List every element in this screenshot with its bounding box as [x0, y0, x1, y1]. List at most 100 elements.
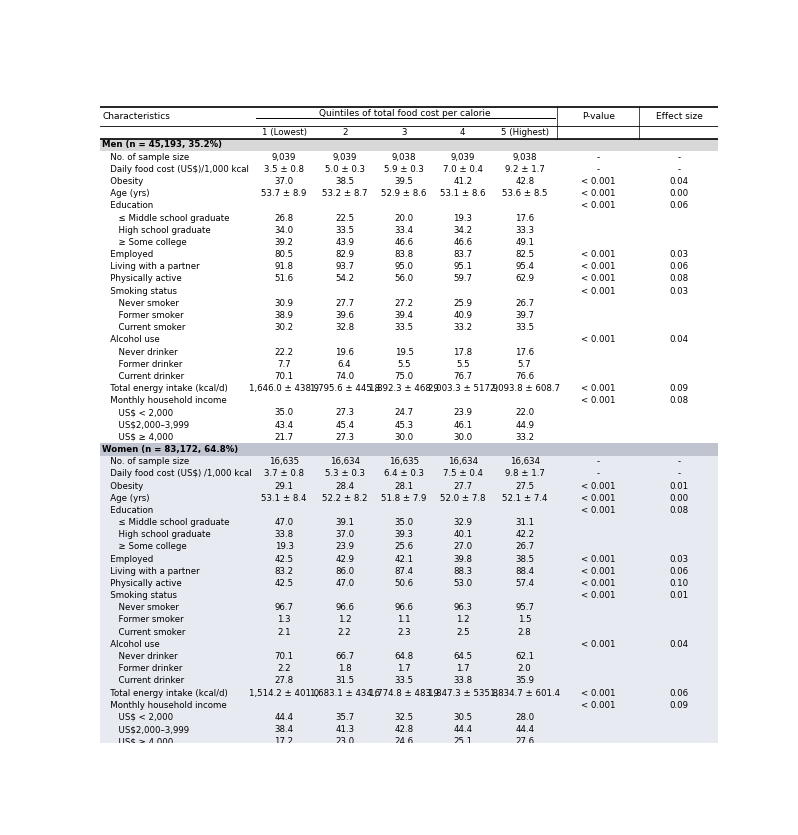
Text: 32.9: 32.9	[453, 518, 472, 527]
Text: 1,892.3 ± 468.9: 1,892.3 ± 468.9	[369, 384, 439, 393]
Text: 42.2: 42.2	[515, 530, 534, 539]
Bar	[100, 164, 718, 175]
Text: 5.9 ± 0.3: 5.9 ± 0.3	[384, 164, 424, 174]
Bar	[100, 590, 718, 602]
Text: 76.7: 76.7	[453, 372, 472, 381]
Text: 37.0: 37.0	[275, 177, 294, 186]
Text: 1.7: 1.7	[397, 664, 411, 673]
Text: No. of sample size: No. of sample size	[102, 153, 189, 162]
Text: -: -	[678, 164, 681, 174]
Text: 38.5: 38.5	[335, 177, 354, 186]
Text: 51.6: 51.6	[275, 275, 294, 283]
Text: 30.5: 30.5	[453, 713, 472, 722]
Text: 95.7: 95.7	[516, 604, 534, 612]
Text: Age (yrs): Age (yrs)	[102, 190, 150, 198]
Text: 38.4: 38.4	[275, 725, 294, 734]
Text: 34.2: 34.2	[453, 225, 472, 235]
Text: 30.0: 30.0	[453, 433, 472, 442]
Text: 46.6: 46.6	[394, 238, 413, 247]
Text: 5 (Highest): 5 (Highest)	[500, 128, 549, 137]
Text: 0.08: 0.08	[670, 506, 689, 515]
Text: -: -	[678, 457, 681, 466]
Text: 0.10: 0.10	[670, 579, 689, 588]
Text: 0.06: 0.06	[670, 262, 689, 271]
Text: 83.7: 83.7	[453, 250, 472, 259]
Text: Former smoker: Former smoker	[102, 311, 184, 320]
Text: 33.4: 33.4	[394, 225, 413, 235]
Text: 6.4: 6.4	[338, 360, 351, 369]
Text: 33.8: 33.8	[453, 676, 472, 686]
Bar	[100, 675, 718, 687]
Text: Physically active: Physically active	[102, 275, 182, 283]
Text: 27.3: 27.3	[335, 408, 354, 418]
Bar	[100, 577, 718, 590]
Text: 16,634: 16,634	[448, 457, 478, 466]
Text: 70.1: 70.1	[275, 652, 294, 661]
Text: Age (yrs): Age (yrs)	[102, 493, 150, 503]
Text: 35.7: 35.7	[335, 713, 354, 722]
Text: 39.6: 39.6	[335, 311, 354, 320]
Text: 0.04: 0.04	[670, 177, 689, 186]
Text: Women (n = 83,172, 64.8%): Women (n = 83,172, 64.8%)	[102, 445, 239, 454]
Text: 2.2: 2.2	[338, 628, 351, 636]
Text: -: -	[597, 153, 600, 162]
Text: 0.09: 0.09	[670, 701, 689, 710]
Text: < 0.001: < 0.001	[581, 250, 615, 259]
Bar	[100, 175, 718, 188]
Text: 1,834.7 ± 601.4: 1,834.7 ± 601.4	[489, 689, 559, 697]
Bar	[100, 711, 718, 723]
Text: Never smoker: Never smoker	[102, 604, 179, 612]
Text: 35.0: 35.0	[394, 518, 413, 527]
Text: 0.08: 0.08	[670, 397, 689, 405]
Text: 82.5: 82.5	[515, 250, 534, 259]
Text: 9,039: 9,039	[451, 153, 475, 162]
Bar	[100, 663, 718, 675]
Text: Obesity: Obesity	[102, 177, 144, 186]
Text: 56.0: 56.0	[394, 275, 413, 283]
Text: 7.7: 7.7	[277, 360, 290, 369]
Text: 9.2 ± 1.7: 9.2 ± 1.7	[504, 164, 544, 174]
Text: 51.8 ± 7.9: 51.8 ± 7.9	[381, 493, 427, 503]
Text: 5.3 ± 0.3: 5.3 ± 0.3	[325, 469, 365, 478]
Text: 9,038: 9,038	[392, 153, 417, 162]
Text: 35.9: 35.9	[516, 676, 534, 686]
Text: < 0.001: < 0.001	[581, 384, 615, 393]
Text: 1,847.3 ± 535.8: 1,847.3 ± 535.8	[428, 689, 498, 697]
Bar	[100, 736, 718, 748]
Text: 64.8: 64.8	[394, 652, 413, 661]
Bar	[100, 273, 718, 285]
Text: 30.0: 30.0	[394, 433, 413, 442]
Text: 42.8: 42.8	[515, 177, 534, 186]
Bar	[100, 151, 718, 164]
Text: Current smoker: Current smoker	[102, 323, 186, 332]
Text: Monthly household income: Monthly household income	[102, 397, 227, 405]
Text: 62.1: 62.1	[515, 652, 534, 661]
Text: 37.0: 37.0	[335, 530, 354, 539]
Text: 1.2: 1.2	[338, 615, 351, 625]
Text: 1.5: 1.5	[518, 615, 531, 625]
Text: 5.7: 5.7	[518, 360, 531, 369]
Text: 1.2: 1.2	[456, 615, 469, 625]
Bar	[100, 480, 718, 492]
Text: 0.00: 0.00	[670, 493, 689, 503]
Text: 27.8: 27.8	[275, 676, 294, 686]
Text: 88.3: 88.3	[453, 567, 472, 576]
Text: < 0.001: < 0.001	[581, 591, 615, 600]
Text: Daily food cost (US$)/1,000 kcal: Daily food cost (US$)/1,000 kcal	[102, 164, 249, 174]
Text: < 0.001: < 0.001	[581, 689, 615, 697]
Text: 88.4: 88.4	[515, 567, 534, 576]
Text: Current smoker: Current smoker	[102, 628, 186, 636]
Text: 53.2 ± 8.7: 53.2 ± 8.7	[322, 190, 367, 198]
Text: 38.9: 38.9	[275, 311, 294, 320]
Text: 50.6: 50.6	[394, 579, 413, 588]
Text: 1,514.2 ± 401.0: 1,514.2 ± 401.0	[249, 689, 319, 697]
Text: 6.4 ± 0.3: 6.4 ± 0.3	[384, 469, 424, 478]
Text: 39.2: 39.2	[275, 238, 294, 247]
Text: < 0.001: < 0.001	[581, 640, 615, 649]
Text: 4: 4	[460, 128, 465, 137]
Text: Former drinker: Former drinker	[102, 664, 183, 673]
Text: 9.8 ± 1.7: 9.8 ± 1.7	[504, 469, 544, 478]
Text: 54.2: 54.2	[335, 275, 354, 283]
Bar	[100, 382, 718, 395]
Text: Characteristics: Characteristics	[102, 112, 170, 120]
